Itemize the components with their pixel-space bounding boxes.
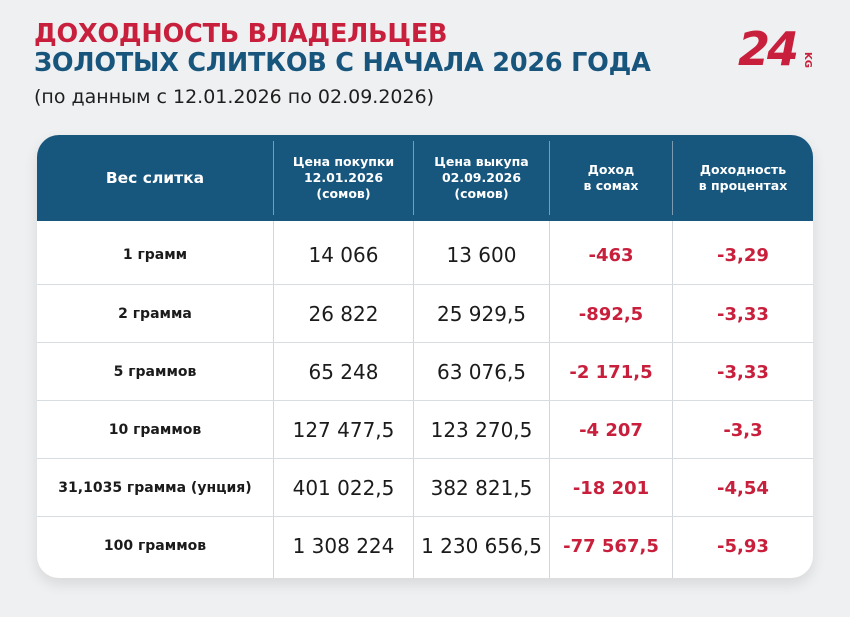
table-row: 2 грамма 26 822 25 929,5 -892,5 -3,33 (37, 284, 813, 342)
column-divider (672, 221, 673, 578)
cell-weight: 10 граммов (108, 422, 202, 438)
cell-weight: 31,1035 грамма (унция) (58, 480, 252, 496)
cell-income: -2 171,5 (569, 361, 653, 383)
table-row: 31,1035 грамма (унция) 401 022,5 382 821… (37, 458, 813, 516)
cell-income: -18 201 (572, 477, 650, 499)
cell-weight: 100 граммов (103, 538, 207, 554)
page-subtitle: (по данным с 12.01.2026 по 02.09.2026) (34, 86, 435, 108)
table-header: Вес слитка Цена покупки 12.01.2026 (сомо… (37, 135, 813, 221)
cell-buy-price: 26 822 (308, 302, 379, 326)
header-divider (672, 141, 673, 215)
cell-yield: -5,93 (717, 535, 769, 557)
logo-number: 24 (738, 22, 797, 74)
header-divider (273, 141, 274, 215)
col-header-income: Доход в сомах (583, 162, 639, 193)
col-header-yield: Доходность в процентах (698, 162, 788, 193)
cell-sell-price: 382 821,5 (430, 476, 533, 500)
title-line-2: ЗОЛОТЫХ СЛИТКОВ С НАЧАЛА 2026 ГОДА (34, 48, 651, 78)
cell-income: -463 (588, 244, 634, 266)
cell-buy-price: 1 308 224 (292, 534, 395, 558)
col-header-sell-price: Цена выкупа 02.09.2026 (сомов) (434, 154, 529, 201)
table-row: 100 граммов 1 308 224 1 230 656,5 -77 56… (37, 516, 813, 574)
page-title: ДОХОДНОСТЬ ВЛАДЕЛЬЦЕВ ЗОЛОТЫХ СЛИТКОВ С … (34, 20, 651, 78)
header-divider (413, 141, 414, 215)
table-row: 5 граммов 65 248 63 076,5 -2 171,5 -3,33 (37, 342, 813, 400)
cell-buy-price: 127 477,5 (292, 418, 395, 442)
column-divider (549, 221, 550, 578)
cell-income: -77 567,5 (563, 535, 659, 557)
cell-buy-price: 65 248 (308, 360, 379, 384)
cell-buy-price: 14 066 (308, 243, 379, 267)
cell-yield: -3,29 (717, 244, 769, 266)
yield-table: Вес слитка Цена покупки 12.01.2026 (сомо… (37, 135, 813, 578)
cell-sell-price: 1 230 656,5 (421, 534, 542, 558)
cell-sell-price: 123 270,5 (430, 418, 533, 442)
cell-yield: -3,33 (717, 303, 769, 325)
cell-yield: -3,33 (717, 361, 769, 383)
column-divider (413, 221, 414, 578)
24kg-logo: 24 KG (738, 22, 813, 74)
cell-sell-price: 13 600 (446, 243, 517, 267)
logo-suffix: KG (802, 52, 813, 68)
cell-income: -4 207 (579, 419, 643, 441)
cell-sell-price: 63 076,5 (436, 360, 527, 384)
cell-sell-price: 25 929,5 (436, 302, 527, 326)
cell-income: -892,5 (578, 303, 644, 325)
cell-buy-price: 401 022,5 (292, 476, 395, 500)
cell-weight: 1 грамм (122, 247, 188, 263)
col-header-weight: Вес слитка (105, 169, 205, 187)
column-divider (273, 221, 274, 578)
cell-yield: -3,3 (723, 419, 763, 441)
cell-yield: -4,54 (717, 477, 769, 499)
cell-weight: 2 грамма (118, 306, 192, 322)
table-row: 10 граммов 127 477,5 123 270,5 -4 207 -3… (37, 400, 813, 458)
header-divider (549, 141, 550, 215)
table-row: 1 грамм 14 066 13 600 -463 -3,29 (37, 226, 813, 284)
col-header-buy-price: Цена покупки 12.01.2026 (сомов) (292, 154, 395, 201)
cell-weight: 5 граммов (113, 364, 197, 380)
title-line-1: ДОХОДНОСТЬ ВЛАДЕЛЬЦЕВ (34, 19, 448, 49)
